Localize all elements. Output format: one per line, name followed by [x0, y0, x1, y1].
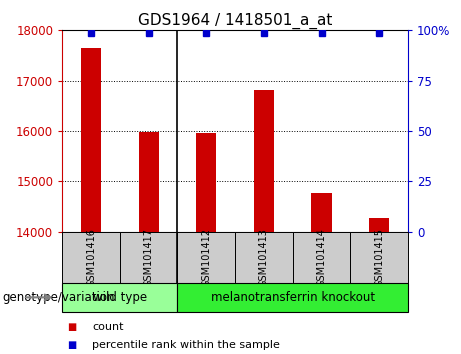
Bar: [81, 48, 101, 232]
Text: genotype/variation: genotype/variation: [2, 291, 115, 304]
Text: GSM101415: GSM101415: [374, 228, 384, 287]
Bar: [293, 232, 350, 283]
Bar: [177, 232, 235, 283]
Text: ■: ■: [67, 340, 76, 350]
Bar: [235, 232, 293, 283]
Text: GSM101414: GSM101414: [317, 228, 326, 287]
Bar: [254, 90, 274, 232]
Bar: [62, 283, 177, 312]
Text: GSM101412: GSM101412: [201, 228, 211, 287]
Bar: [350, 232, 408, 283]
Bar: [139, 132, 159, 232]
Text: count: count: [92, 322, 124, 332]
Text: wild type: wild type: [93, 291, 147, 304]
Text: melanotransferrin knockout: melanotransferrin knockout: [211, 291, 375, 304]
Bar: [312, 193, 331, 232]
Text: GSM101416: GSM101416: [86, 228, 96, 287]
Bar: [369, 218, 389, 232]
Text: GSM101413: GSM101413: [259, 228, 269, 287]
Bar: [62, 232, 120, 283]
Text: GSM101417: GSM101417: [144, 228, 154, 287]
Title: GDS1964 / 1418501_a_at: GDS1964 / 1418501_a_at: [138, 12, 332, 29]
Bar: [196, 133, 216, 232]
Text: ■: ■: [67, 322, 76, 332]
Text: percentile rank within the sample: percentile rank within the sample: [92, 340, 280, 350]
Bar: [177, 283, 408, 312]
Bar: [120, 232, 177, 283]
